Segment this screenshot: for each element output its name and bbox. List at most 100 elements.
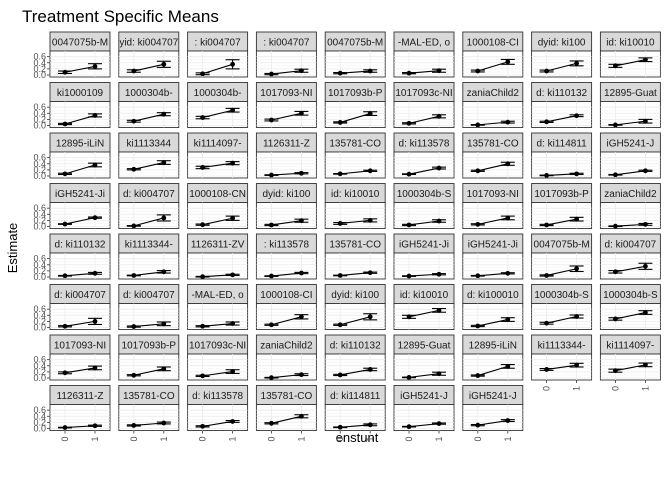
facet-strip-label: d: ki113578	[192, 391, 243, 402]
x-tick-label: 1	[572, 386, 582, 391]
estimate-point	[643, 221, 648, 227]
facet-strip-label: yid: ki004707	[119, 38, 178, 49]
facet-panel: 1017093c-NI	[187, 334, 249, 381]
facet-strip-label: iGH5241-Ji	[468, 240, 518, 251]
facet-strip-label: d: ki114811	[536, 139, 587, 150]
estimate-point	[574, 216, 579, 222]
y-tick-label: 0.4	[33, 159, 46, 169]
estimate-point	[505, 119, 511, 125]
estimate-point	[574, 266, 579, 272]
facet-strip-label: 12895-iLiN	[56, 139, 104, 150]
y-tick-label: 0.2	[33, 316, 46, 326]
facet-plot-area	[599, 303, 661, 330]
facet-strip-label: iGH5241-J	[469, 391, 517, 402]
facet-strip-label: 1000304b-S	[397, 189, 452, 200]
y-tick-label: 0.6	[33, 405, 46, 415]
facet-plot-area	[531, 50, 593, 78]
estimate-connector	[133, 217, 164, 227]
facet-strip-label: 1126311-Z	[263, 139, 310, 150]
facet-plot-area	[49, 101, 111, 128]
facet-panel: 1000108-CI	[255, 284, 317, 330]
estimate-point	[436, 165, 442, 171]
facet-strip-label: 1017093c-NI	[189, 341, 246, 352]
estimate-point	[544, 119, 549, 125]
estimate-point	[475, 323, 481, 329]
estimate-point	[613, 368, 618, 374]
y-tick-label: 0.4	[33, 411, 46, 421]
facet-strip-label: : ki004707	[263, 38, 310, 49]
y-tick-label: 0.6	[33, 203, 46, 213]
facet-panel: 0047075b-M	[531, 233, 593, 280]
estimate-point	[131, 423, 137, 428]
facet-strip-label: iGH5241-J	[400, 391, 448, 402]
facet-strip-label: d: ki004707	[123, 189, 175, 200]
facet-plot-area	[599, 151, 661, 179]
estimate-point	[613, 172, 618, 178]
estimate-point	[62, 171, 68, 177]
facet-panel: id: ki10010	[599, 31, 661, 78]
estimate-point	[544, 320, 549, 326]
estimate-point	[337, 273, 343, 278]
facet-strip-label: 1017093c-NI	[395, 88, 452, 99]
facet-strip-label: 1000304b-S	[534, 290, 589, 301]
facet-panel: 1126311-Z	[255, 132, 317, 179]
estimate-point	[367, 422, 373, 428]
estimate-point	[337, 171, 343, 177]
facet-plot-area	[599, 202, 661, 229]
estimate-point	[505, 418, 511, 423]
facet-strip-label: id: ki10010	[331, 189, 380, 200]
facet-strip-label: 1000304b-S	[603, 290, 658, 301]
facet-plot-area	[255, 101, 317, 128]
facet-strip-label: 1000108-CI	[260, 290, 312, 301]
y-tick-label: 0.2	[33, 266, 46, 276]
facet-panel: 1017093b-P	[324, 82, 386, 128]
facet-panel: iGH5241-Ji	[393, 233, 455, 280]
estimate-point	[406, 120, 412, 126]
facet-strip-label: 1017093-NI	[467, 189, 519, 200]
estimate-point	[62, 121, 68, 127]
facet-strip-label: 135781-CO	[467, 139, 519, 150]
facet-panel: ki1114097-	[187, 132, 249, 179]
x-tick-label: 0	[266, 437, 276, 442]
estimate-point	[337, 120, 343, 125]
facet-strip-label: 135781-CO	[329, 139, 381, 150]
facet-plot-area	[599, 353, 661, 381]
facet-panel: 12895-Guat	[599, 82, 661, 128]
facet-strip-label: 0047075b-M	[52, 38, 108, 49]
estimate-point	[299, 218, 304, 224]
facet-panel: 135781-CO 0 1	[118, 385, 180, 442]
estimate-point	[544, 222, 549, 228]
facet-strip-label: 1017093b-P	[328, 88, 383, 99]
facet-panel: ki1000109 0.00.20.40.6	[33, 82, 111, 131]
y-tick-label: 0.2	[33, 165, 46, 175]
estimate-point	[406, 314, 412, 320]
y-axis-label: Estimate	[5, 223, 20, 274]
y-tick-label: 0.0	[33, 424, 46, 434]
facet-strip-label: ki1114097-	[606, 341, 654, 352]
facet-strip-label: iGH5241-Ji	[55, 189, 105, 200]
facet-panel: 1017093b-P	[531, 183, 593, 229]
facet-panel: 0047075b-M	[324, 31, 386, 78]
y-tick-label: 0.4	[33, 310, 46, 320]
estimate-point	[230, 272, 236, 278]
y-tick-label: 0.4	[33, 209, 46, 219]
estimate-point	[367, 168, 373, 174]
facet-plot-area	[49, 353, 111, 381]
estimate-point	[475, 122, 481, 128]
estimate-point	[613, 63, 618, 69]
estimate-connector	[477, 61, 508, 72]
facet-panel: dyid: ki100	[255, 183, 317, 229]
facet-panel: id: ki10010	[393, 284, 455, 330]
facet-panel: d: ki100010	[462, 284, 524, 330]
estimate-point	[62, 69, 68, 75]
estimate-point	[299, 170, 304, 176]
estimate-point	[62, 323, 68, 329]
facet-panel: 1000304b-S	[599, 284, 661, 330]
estimate-point	[200, 373, 206, 379]
y-tick-label: 0.2	[33, 64, 46, 74]
facet-panel: 1017093-NI	[255, 82, 317, 128]
facet-panel: 1017093-NI 0.00.20.40.6	[33, 334, 111, 383]
estimate-point	[299, 372, 304, 378]
y-tick-label: 0.0	[33, 373, 46, 383]
x-tick-label: 0	[198, 437, 208, 442]
